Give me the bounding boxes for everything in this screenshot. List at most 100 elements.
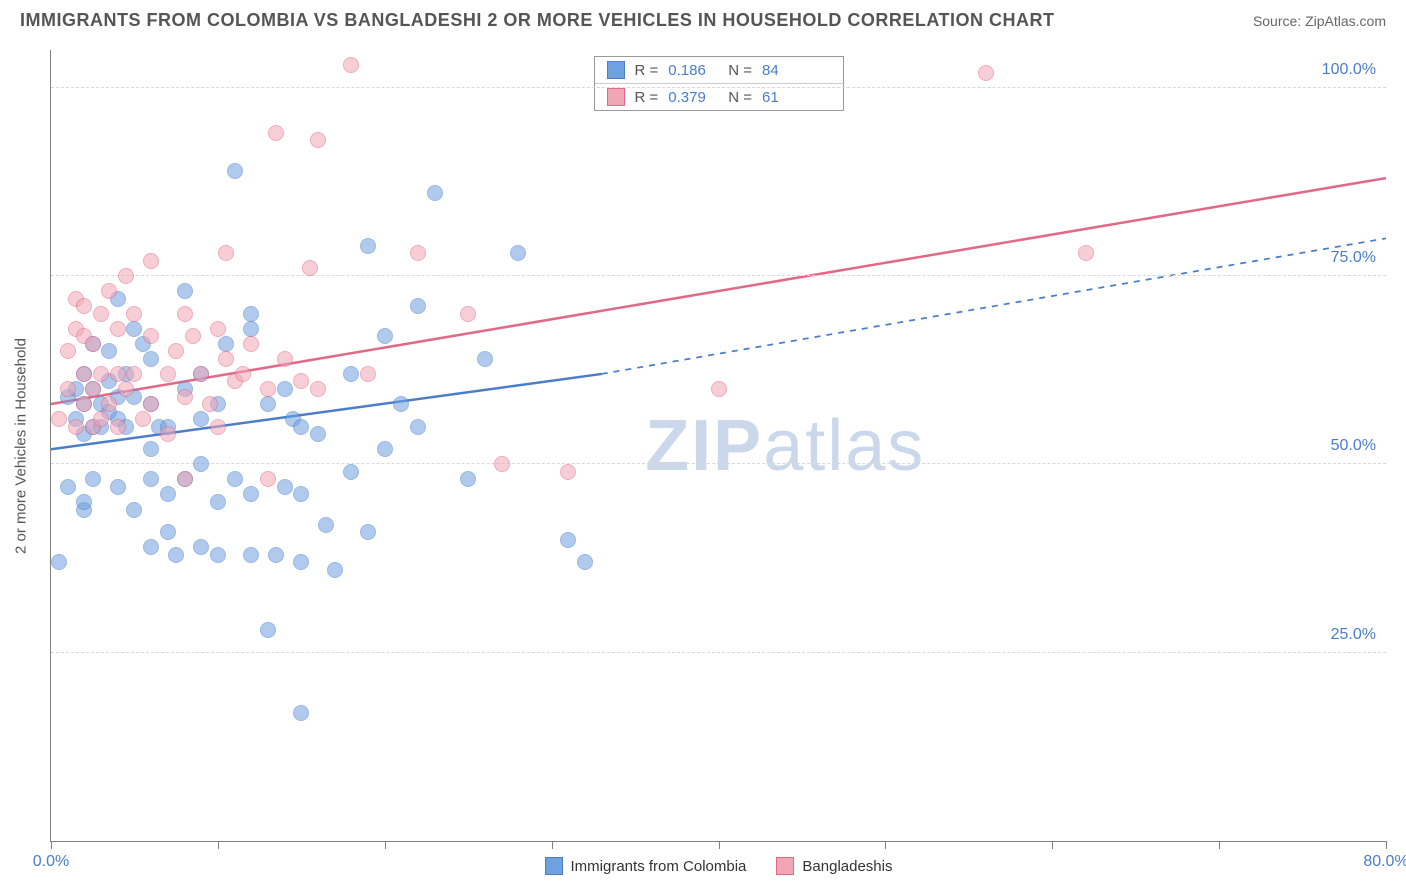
data-point-colombia <box>143 471 159 487</box>
data-point-colombia <box>60 479 76 495</box>
r-label: R = <box>635 89 659 106</box>
legend-item-colombia: Immigrants from Colombia <box>545 857 747 875</box>
data-point-colombia <box>160 524 176 540</box>
data-point-colombia <box>293 486 309 502</box>
data-point-colombia <box>460 471 476 487</box>
data-point-bangladeshi <box>76 366 92 382</box>
y-tick-label: 50.0% <box>1331 437 1376 455</box>
data-point-bangladeshi <box>293 373 309 389</box>
data-point-colombia <box>477 351 493 367</box>
data-point-bangladeshi <box>60 381 76 397</box>
data-point-bangladeshi <box>135 411 151 427</box>
data-point-colombia <box>310 426 326 442</box>
data-point-bangladeshi <box>101 396 117 412</box>
chart-title: IMMIGRANTS FROM COLOMBIA VS BANGLADESHI … <box>20 10 1055 31</box>
data-point-colombia <box>110 479 126 495</box>
data-point-bangladeshi <box>260 471 276 487</box>
data-point-colombia <box>126 502 142 518</box>
x-tick-mark <box>51 841 52 849</box>
data-point-bangladeshi <box>101 283 117 299</box>
data-point-colombia <box>377 441 393 457</box>
legend-swatch-colombia <box>607 61 625 79</box>
data-point-colombia <box>243 306 259 322</box>
trend-line-bangladeshi <box>51 178 1386 404</box>
data-point-colombia <box>377 328 393 344</box>
data-point-bangladeshi <box>126 306 142 322</box>
data-point-colombia <box>193 539 209 555</box>
data-point-colombia <box>427 185 443 201</box>
data-point-bangladeshi <box>168 343 184 359</box>
x-tick-mark <box>1052 841 1053 849</box>
legend-item-bangladeshi: Bangladeshis <box>776 857 892 875</box>
data-point-colombia <box>268 547 284 563</box>
data-point-colombia <box>160 486 176 502</box>
data-point-colombia <box>85 471 101 487</box>
data-point-bangladeshi <box>93 306 109 322</box>
data-point-bangladeshi <box>177 306 193 322</box>
data-point-colombia <box>393 396 409 412</box>
data-point-bangladeshi <box>218 245 234 261</box>
data-point-bangladeshi <box>118 381 134 397</box>
trend-line-dash-colombia <box>602 238 1386 374</box>
n-label: N = <box>728 62 752 79</box>
data-point-bangladeshi <box>185 328 201 344</box>
n-label: N = <box>728 89 752 106</box>
data-point-bangladeshi <box>177 389 193 405</box>
data-point-bangladeshi <box>93 366 109 382</box>
y-axis-label: 2 or more Vehicles in Household <box>13 338 30 554</box>
source-attribution: Source: ZipAtlas.com <box>1253 13 1386 29</box>
data-point-colombia <box>410 298 426 314</box>
data-point-colombia <box>210 494 226 510</box>
data-point-colombia <box>343 464 359 480</box>
legend-swatch-bangladeshi <box>607 88 625 106</box>
data-point-colombia <box>318 517 334 533</box>
gridline-h <box>51 463 1386 464</box>
legend-swatch <box>545 857 563 875</box>
data-point-colombia <box>126 321 142 337</box>
data-point-colombia <box>327 562 343 578</box>
data-point-bangladeshi <box>360 366 376 382</box>
data-point-bangladeshi <box>126 366 142 382</box>
data-point-colombia <box>243 547 259 563</box>
data-point-bangladeshi <box>110 321 126 337</box>
data-point-bangladeshi <box>110 419 126 435</box>
scatter-chart: ZIPatlas 2 or more Vehicles in Household… <box>50 50 1386 842</box>
x-tick-mark <box>1386 841 1387 849</box>
data-point-colombia <box>193 456 209 472</box>
data-point-colombia <box>293 554 309 570</box>
data-point-colombia <box>360 524 376 540</box>
data-point-colombia <box>51 554 67 570</box>
data-point-colombia <box>360 238 376 254</box>
data-point-colombia <box>577 554 593 570</box>
watermark: ZIPatlas <box>645 405 925 487</box>
x-tick-label: 0.0% <box>33 853 69 871</box>
data-point-colombia <box>210 547 226 563</box>
n-value-bangladeshi: 61 <box>762 89 812 106</box>
data-point-bangladeshi <box>143 253 159 269</box>
legend-swatch <box>776 857 794 875</box>
data-point-colombia <box>560 532 576 548</box>
data-point-colombia <box>76 494 92 510</box>
data-point-colombia <box>277 479 293 495</box>
data-point-bangladeshi <box>85 336 101 352</box>
data-point-bangladeshi <box>51 411 67 427</box>
data-point-colombia <box>277 381 293 397</box>
data-point-bangladeshi <box>202 396 218 412</box>
r-label: R = <box>635 62 659 79</box>
data-point-bangladeshi <box>210 419 226 435</box>
data-point-colombia <box>243 321 259 337</box>
data-point-bangladeshi <box>268 125 284 141</box>
data-point-bangladeshi <box>68 419 84 435</box>
data-point-colombia <box>143 539 159 555</box>
data-point-bangladeshi <box>260 381 276 397</box>
source-label: Source: <box>1253 13 1301 29</box>
data-point-bangladeshi <box>160 426 176 442</box>
data-point-bangladeshi <box>978 65 994 81</box>
n-value-colombia: 84 <box>762 62 812 79</box>
data-point-bangladeshi <box>243 336 259 352</box>
watermark-rest: atlas <box>763 406 925 486</box>
data-point-bangladeshi <box>410 245 426 261</box>
data-point-bangladeshi <box>460 306 476 322</box>
data-point-bangladeshi <box>118 268 134 284</box>
data-point-bangladeshi <box>494 456 510 472</box>
